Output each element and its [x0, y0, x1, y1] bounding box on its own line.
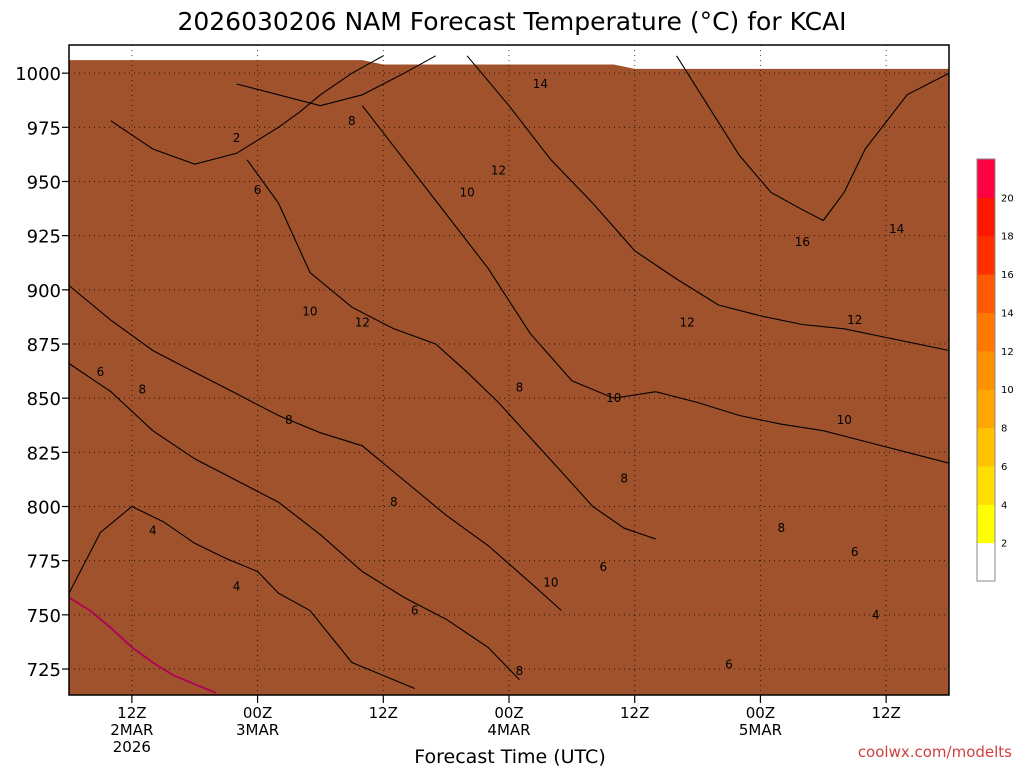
temperature-cross-section-chart: 2446666646888888881010101010121212 121414…	[15, 7, 1014, 768]
